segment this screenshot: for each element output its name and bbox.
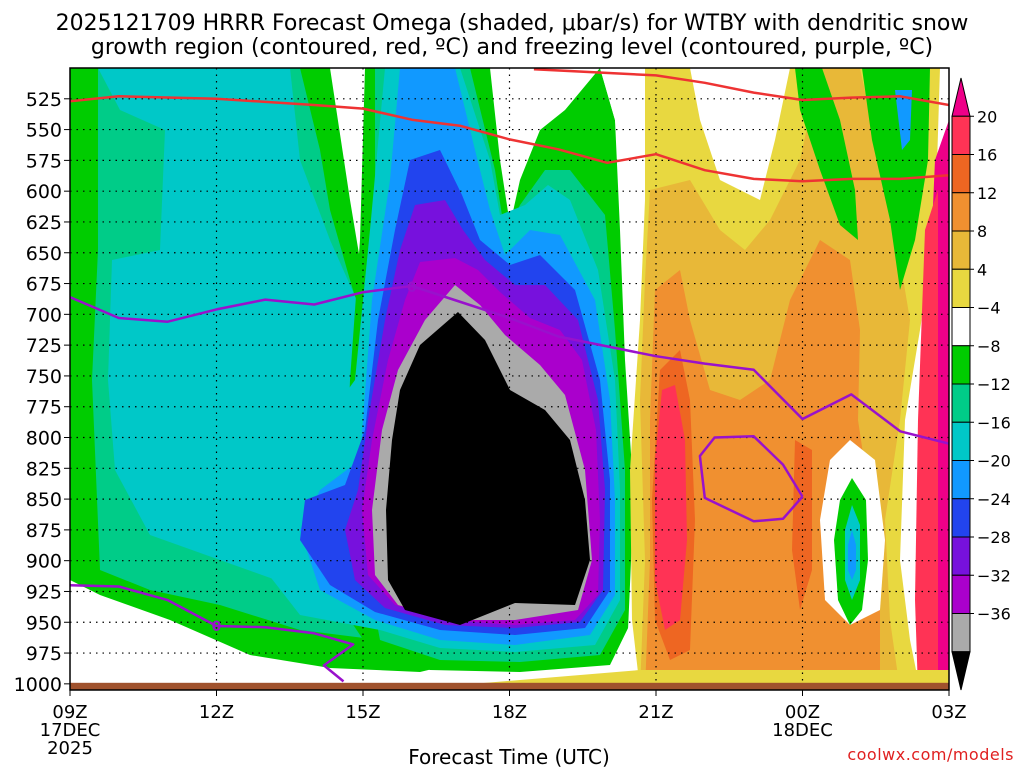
omega-region-green-right-top [795,68,858,240]
y-tick-label: 1000 [14,674,62,696]
y-tick-label: 575 [26,150,62,172]
y-tick-label: 950 [26,612,62,634]
colorbar-bin [951,651,971,691]
y-tick-label: 975 [26,643,62,665]
colorbar-bin [951,345,971,385]
freezing-level-contour [70,584,355,683]
colorbar-bin [951,460,971,500]
x-tick-label: 00Z [785,702,820,723]
y-tick-label: 900 [26,551,62,573]
y-tick-label: 525 [26,89,62,111]
y-tick-label: 925 [26,581,62,603]
colorbar-label: −24 [977,490,1011,509]
colorbar-bin [951,192,971,232]
omega-region-sky-ellipse [848,530,856,580]
terrain-surface [70,682,949,690]
colorbar-bin [951,383,971,423]
omega-shading [70,68,949,690]
chart-title-line2: growth region (contoured, red, ºC) and f… [91,35,933,60]
colorbar-label: 4 [977,260,987,279]
omega-region-sky-right-far [895,90,912,150]
y-tick-label: 850 [26,489,62,511]
colorbar-label: 20 [977,107,997,126]
colorbar-label: −28 [977,528,1011,547]
contour-label: 0 [212,619,222,635]
y-tick-label: 700 [26,304,62,326]
omega-region-red-right-edge [915,190,938,690]
x-tick-label: 09Z [52,702,87,723]
y-tick-label: 675 [26,274,62,296]
y-tick-label: 650 [26,243,62,265]
colorbar-bin [951,268,971,308]
y-tick-label: 825 [26,458,62,480]
credit-text: coolwx.com/models [847,745,1014,764]
colorbar-label: −32 [977,566,1011,585]
colorbar-bin [951,574,971,614]
colorbar-bin [951,77,971,117]
colorbar: 20 16 12 8 4 −4 −8 −12 −16 −20 −24 −28 −32 −36 [951,77,1011,691]
colorbar-label: 16 [977,146,997,165]
colorbar-label: −36 [977,605,1011,624]
contours: 00 [70,68,949,683]
colorbar-bin [951,154,971,194]
x-axis-label: Forecast Time (UTC) [408,745,610,768]
y-axis: 525 550 575 600 625 650 675 700 725 750 775 800 825 8… [14,89,70,696]
freezing-level-contour [70,284,949,445]
y-tick-label: 875 [26,520,62,542]
colorbar-label: −4 [977,299,1001,318]
x-tick-label: 15Z [345,702,380,723]
plot-area: 00 [70,68,949,690]
colorbar-bin [951,115,971,155]
colorbar-bin [951,613,971,653]
x-tick-label: 12Z [199,702,234,723]
y-tick-label: 600 [26,181,62,203]
chart-title-line1: 2025121709 HRRR Forecast Omega (shaded, … [56,11,969,36]
colorbar-bin [951,421,971,461]
colorbar-label: 8 [977,222,987,241]
dgz-contour-line [533,68,949,107]
colorbar-bin [951,498,971,538]
colorbar-label: −16 [977,413,1011,432]
dgz-contour-line [70,95,949,183]
colorbar-bin [951,230,971,270]
freezing-level-contour [698,435,804,523]
omega-region-orange-right [645,240,880,690]
y-tick-label: 625 [26,212,62,234]
colorbar-label: −12 [977,375,1011,394]
omega-region-darkorange-mid [792,440,812,610]
omega-region-black-core [386,312,590,625]
y-tick-label: 550 [26,120,62,142]
colorbar-label: 12 [977,184,997,203]
x-tick-date: 17DEC [40,720,101,741]
x-tick-date: 18DEC [772,720,833,741]
x-tick-label: 03Z [931,702,966,723]
colorbar-bin [951,307,971,347]
colorbar-label: −20 [977,452,1011,471]
omega-region-red-right [655,385,687,630]
x-tick-label: 21Z [638,702,673,723]
y-tick-label: 775 [26,397,62,419]
x-tick-year: 2025 [47,738,93,759]
y-tick-label: 800 [26,428,62,450]
colorbar-label: −8 [977,337,1001,356]
y-tick-label: 750 [26,366,62,388]
y-tick-label: 725 [26,335,62,357]
x-tick-label: 18Z [492,702,527,723]
colorbar-bin [951,536,971,576]
contour-label: 0 [407,280,417,296]
